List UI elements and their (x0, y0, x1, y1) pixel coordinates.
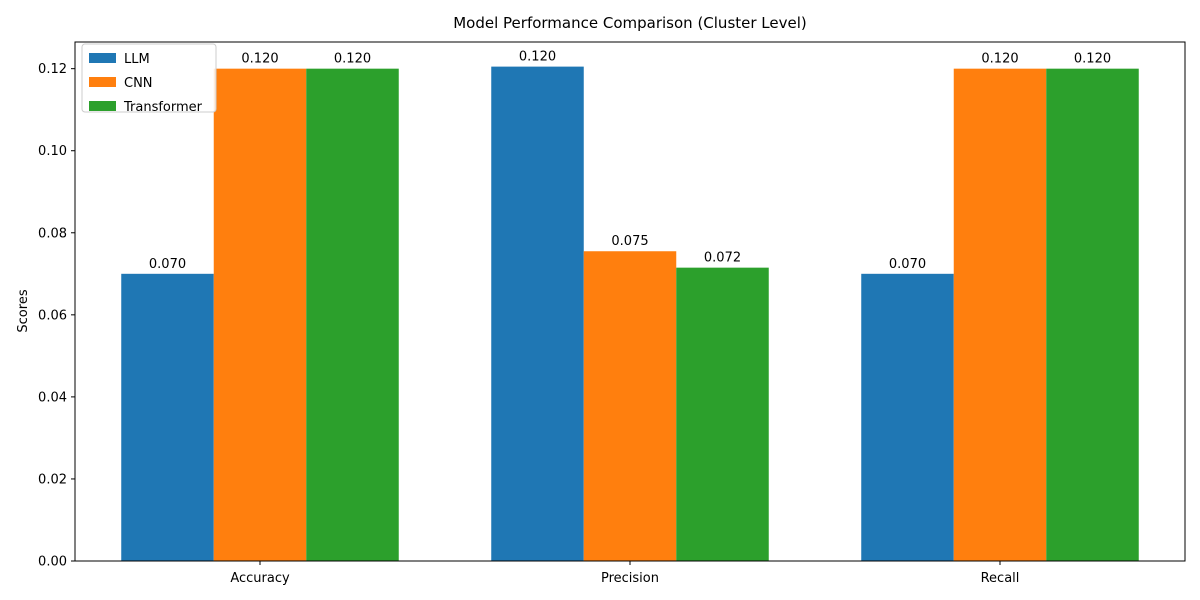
y-tick-label: 0.10 (38, 144, 67, 159)
data-label: 0.120 (519, 50, 556, 65)
bar (676, 267, 769, 561)
bar (213, 68, 307, 562)
legend-label: Transformer (123, 100, 203, 115)
x-tick-label: Recall (981, 571, 1020, 586)
y-tick-label: 0.00 (38, 555, 67, 570)
data-label: 0.120 (1074, 52, 1111, 67)
legend-swatch (89, 101, 116, 111)
y-tick-label: 0.04 (38, 390, 67, 405)
legend-swatch (89, 53, 116, 63)
data-label: 0.075 (611, 234, 648, 249)
bar (1046, 68, 1139, 562)
data-label: 0.070 (149, 257, 186, 272)
y-tick-label: 0.02 (38, 472, 67, 487)
bar (491, 66, 584, 561)
bar (583, 251, 677, 562)
y-axis: 0.00 0.02 0.04 0.06 0.08 0.10 0.12 (38, 62, 75, 570)
plot-area: 0.070 0.120 0.070 0.120 0.075 0.120 0.120 0.072… (74, 41, 1186, 562)
legend-label: CNN (124, 76, 153, 91)
y-tick-label: 0.08 (38, 226, 67, 241)
x-tick-label: Accuracy (230, 571, 290, 586)
y-tick-label: 0.06 (38, 308, 67, 323)
y-axis-label: Scores (16, 289, 31, 332)
data-label: 0.120 (981, 52, 1018, 67)
bar (861, 273, 954, 561)
x-tick-label: Precision (601, 571, 659, 586)
legend: LLM CNN Transformer (81, 43, 217, 115)
data-label: 0.120 (241, 52, 278, 67)
y-tick-label: 0.12 (38, 62, 67, 77)
data-label: 0.120 (334, 52, 371, 67)
bar (306, 68, 399, 562)
data-label: 0.072 (704, 251, 741, 266)
legend-swatch (89, 77, 116, 87)
chart-title: Model Performance Comparison (Cluster Le… (453, 14, 807, 32)
bar (121, 273, 214, 561)
x-axis: Accuracy Precision Recall (230, 561, 1019, 586)
bar (953, 68, 1047, 562)
data-label: 0.070 (889, 257, 926, 272)
legend-label: LLM (124, 52, 150, 67)
